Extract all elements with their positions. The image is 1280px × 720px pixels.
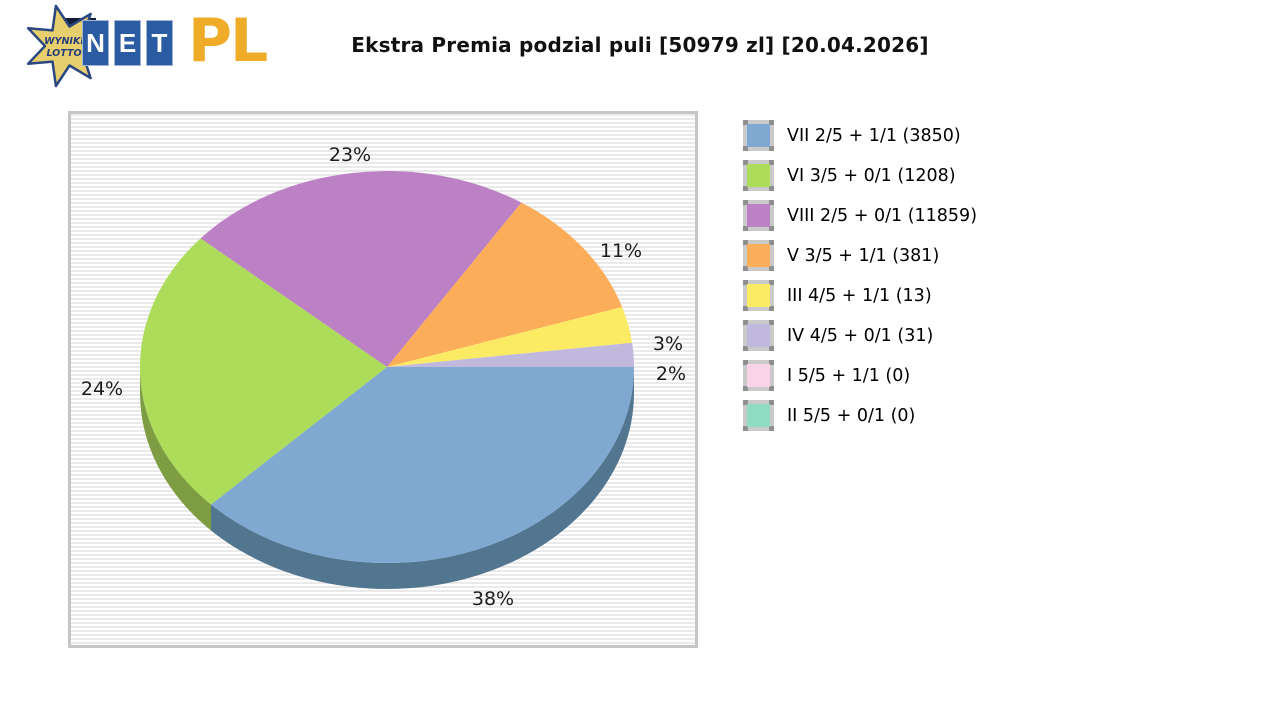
legend-row: III 4/5 + 1/1 (13) — [743, 280, 977, 311]
logo-tile-n: N — [82, 20, 109, 66]
star-text-wyniki: WYNIKI — [44, 36, 84, 47]
pie-percent-label: 11% — [599, 240, 643, 262]
legend-swatch — [743, 360, 774, 391]
pie-percent-label: 38% — [471, 588, 515, 610]
legend-row: I 5/5 + 1/1 (0) — [743, 360, 977, 391]
logo-tile-e: E — [114, 20, 141, 66]
pie-percent-label: 2% — [655, 363, 687, 385]
legend-swatch — [743, 320, 774, 351]
legend-row: V 3/5 + 1/1 (381) — [743, 240, 977, 271]
legend-row: II 5/5 + 0/1 (0) — [743, 400, 977, 431]
legend-label: III 4/5 + 1/1 (13) — [787, 285, 932, 306]
legend-swatch — [743, 120, 774, 151]
logo-tile-t: T — [146, 20, 173, 66]
logo-pl-text: PL — [188, 6, 268, 76]
pie-percent-label: 24% — [80, 378, 124, 400]
legend-row: IV 4/5 + 0/1 (31) — [743, 320, 977, 351]
legend-swatch — [743, 240, 774, 271]
legend-label: IV 4/5 + 0/1 (31) — [787, 325, 934, 346]
legend-swatch — [743, 280, 774, 311]
legend-row: VIII 2/5 + 0/1 (11859) — [743, 200, 977, 231]
pie-percent-label: 3% — [652, 333, 684, 355]
legend-label: VIII 2/5 + 0/1 (11859) — [787, 205, 978, 226]
chart-legend: VII 2/5 + 1/1 (3850) VI 3/5 + 0/1 (1208) V… — [743, 120, 977, 440]
star-text-lotto: LOTTO — [46, 48, 81, 59]
chart-plot-area: 38% 24% 23% 11% 3% 2% — [68, 111, 698, 648]
legend-swatch — [743, 400, 774, 431]
legend-label: II 5/5 + 0/1 (0) — [787, 405, 916, 426]
page-title: Ekstra Premia podzial puli [50979 zl] [2… — [351, 33, 929, 57]
pie-chart — [140, 171, 634, 589]
legend-row: VII 2/5 + 1/1 (3850) — [743, 120, 977, 151]
legend-row: VI 3/5 + 0/1 (1208) — [743, 160, 977, 191]
pie-percent-label: 23% — [328, 144, 372, 166]
legend-swatch — [743, 200, 774, 231]
legend-swatch — [743, 160, 774, 191]
legend-label: V 3/5 + 1/1 (381) — [787, 245, 940, 266]
legend-label: VI 3/5 + 0/1 (1208) — [787, 165, 956, 186]
legend-label: VII 2/5 + 1/1 (3850) — [787, 125, 961, 146]
legend-label: I 5/5 + 1/1 (0) — [787, 365, 911, 386]
